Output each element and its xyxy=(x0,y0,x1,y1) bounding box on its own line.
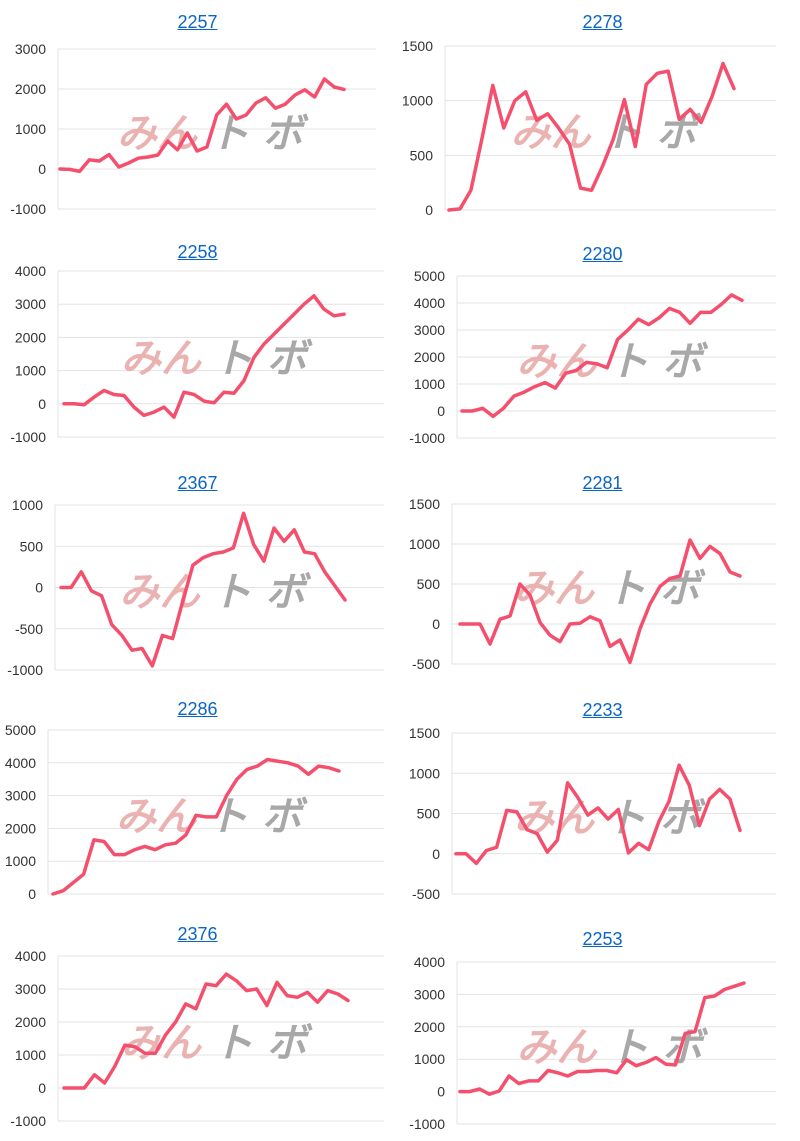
y-tick-label: 0 xyxy=(432,616,440,632)
series-line xyxy=(59,511,347,668)
y-tick-label: 2000 xyxy=(414,1019,445,1035)
y-tick-label: 2000 xyxy=(5,820,36,836)
series-line xyxy=(51,757,341,896)
chart-title-link[interactable]: 2367 xyxy=(177,473,218,493)
series-line xyxy=(458,981,746,1096)
y-tick-label: 4000 xyxy=(5,755,36,771)
y-tick-label: 1000 xyxy=(15,1047,46,1063)
y-tick-label: 0 xyxy=(28,886,36,902)
chart-2253: -100001000200030004000みんト ボ xyxy=(409,954,776,1132)
chart-2258: -100001000200030004000みんト ボ xyxy=(10,263,384,445)
chart-2278: 050010001500みんト ボ xyxy=(402,38,776,218)
y-tick-label: 2000 xyxy=(15,329,46,345)
watermark-logo: ト ボ xyxy=(213,1021,313,1067)
y-tick-label: 0 xyxy=(425,202,433,218)
y-tick-label: 3000 xyxy=(414,322,445,338)
watermark-logo: みん xyxy=(121,336,203,382)
series-line xyxy=(62,294,346,419)
y-tick-label: 3000 xyxy=(15,981,46,997)
watermark-logo: ト ボ xyxy=(609,339,709,385)
y-tick-label: -1000 xyxy=(409,1116,445,1132)
y-tick-label: 2000 xyxy=(414,349,445,365)
y-tick-label: 3000 xyxy=(15,296,46,312)
y-tick-label: 500 xyxy=(417,576,441,592)
y-tick-label: 2000 xyxy=(15,1014,46,1030)
chart-title-link[interactable]: 2233 xyxy=(582,700,623,720)
y-tick-label: -1000 xyxy=(7,662,43,678)
watermark-logo: みん xyxy=(514,566,596,612)
y-tick-label: 0 xyxy=(38,396,46,412)
y-tick-label: 1000 xyxy=(15,363,46,379)
y-tick-label: 3000 xyxy=(15,41,46,57)
y-tick-label: 500 xyxy=(20,538,44,554)
y-tick-label: 0 xyxy=(38,1080,46,1096)
y-tick-label: 1500 xyxy=(409,725,440,741)
y-tick-label: 5000 xyxy=(414,268,445,284)
y-tick-label: 0 xyxy=(35,580,43,596)
y-tick-label: 1000 xyxy=(5,853,36,869)
y-tick-label: 0 xyxy=(437,1084,445,1100)
chart-title-link[interactable]: 2278 xyxy=(582,12,623,32)
y-tick-label: 1500 xyxy=(409,496,440,512)
y-tick-label: -1000 xyxy=(10,429,46,445)
y-tick-label: 1500 xyxy=(402,38,433,54)
y-tick-label: 1000 xyxy=(409,536,440,552)
series-line xyxy=(62,972,350,1090)
chart-title-link[interactable]: 2281 xyxy=(582,473,623,493)
y-tick-label: 4000 xyxy=(15,263,46,279)
y-tick-label: 4000 xyxy=(414,954,445,970)
series-line xyxy=(447,61,736,212)
y-tick-label: 2000 xyxy=(15,81,46,97)
chart-2286: 010002000300040005000みんト ボ xyxy=(5,722,384,902)
y-tick-label: 1000 xyxy=(12,497,43,513)
watermark-logo: みん xyxy=(514,796,596,842)
chart-2280: -1000010002000300040005000みんト ボ xyxy=(409,268,776,446)
y-tick-label: -500 xyxy=(412,656,440,672)
y-tick-label: -500 xyxy=(15,621,43,637)
chart-title-link[interactable]: 2258 xyxy=(177,242,218,262)
y-tick-label: 4000 xyxy=(414,295,445,311)
chart-2367: -1000-50005001000みんト ボ xyxy=(7,497,384,678)
y-tick-label: 0 xyxy=(437,403,445,419)
chart-2281: -500 0 500 1000 1500 みんト ボ xyxy=(409,496,776,672)
y-tick-label: -1000 xyxy=(409,430,445,446)
chart-title-link[interactable]: 2253 xyxy=(582,929,623,949)
y-tick-label: -1000 xyxy=(10,201,46,217)
series-line xyxy=(458,538,742,665)
y-tick-label: 3000 xyxy=(414,986,445,1002)
y-tick-label: -500 xyxy=(412,886,440,902)
chart-title-link[interactable]: 2376 xyxy=(177,924,218,944)
chart-title-link[interactable]: 2286 xyxy=(177,699,218,719)
watermark-logo: ト ボ xyxy=(606,566,706,612)
watermark-logo: みん xyxy=(116,794,198,840)
watermark-logo: ト ボ xyxy=(603,110,703,156)
y-tick-label: 0 xyxy=(38,161,46,177)
y-tick-label: 500 xyxy=(410,147,434,163)
y-tick-label: -1000 xyxy=(10,1113,46,1129)
y-tick-label: 3000 xyxy=(5,788,36,804)
series-line xyxy=(454,763,742,866)
chart-title-link[interactable]: 2257 xyxy=(177,12,218,32)
series-line xyxy=(460,293,744,419)
y-tick-label: 1000 xyxy=(409,765,440,781)
y-tick-label: 1000 xyxy=(15,121,46,137)
y-tick-label: 1000 xyxy=(414,1051,445,1067)
chart-2376: -100001000200030004000みんト ボ xyxy=(10,948,384,1129)
watermark-logo: ト ボ xyxy=(212,570,312,616)
y-tick-label: 0 xyxy=(432,846,440,862)
y-tick-label: 4000 xyxy=(15,948,46,964)
chart-2257: -10000100020003000みんト ボ xyxy=(10,41,376,217)
y-tick-label: 1000 xyxy=(402,93,433,109)
series-line xyxy=(58,77,346,174)
y-tick-label: 500 xyxy=(417,806,441,822)
watermark-logo: ト ボ xyxy=(209,111,309,157)
chart-title-link[interactable]: 2280 xyxy=(582,244,623,264)
y-tick-label: 1000 xyxy=(414,376,445,392)
chart-2233: -500050010001500みんト ボ xyxy=(409,725,776,902)
watermark-logo: みん xyxy=(517,1025,599,1071)
y-tick-label: 5000 xyxy=(5,722,36,738)
